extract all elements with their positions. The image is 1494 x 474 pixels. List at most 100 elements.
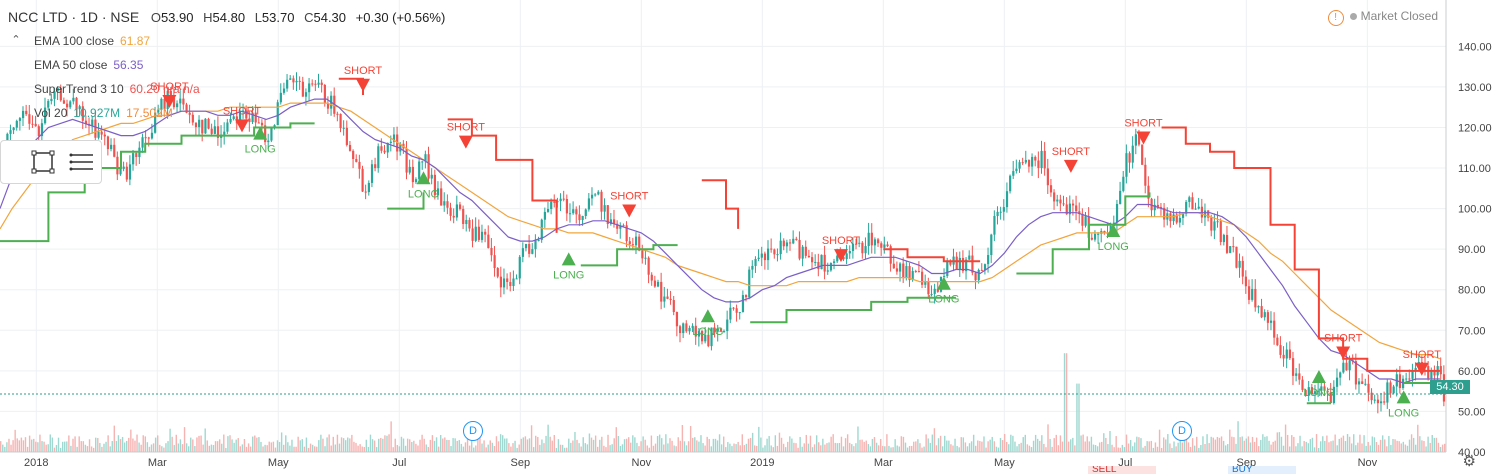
volume-bar (1198, 447, 1200, 452)
dividend-marker-icon[interactable]: D (1172, 421, 1192, 441)
volume-bar (723, 436, 725, 452)
candle-body (364, 191, 367, 193)
candle-body (1379, 401, 1383, 404)
volume-bar (592, 439, 595, 452)
buy-button[interactable]: BUY (1228, 466, 1296, 474)
candle-body (936, 288, 939, 292)
candle-body (72, 97, 75, 102)
candle-body (1128, 153, 1131, 163)
volume-bar (578, 443, 580, 452)
volume-bar (159, 444, 161, 452)
volume-bar (632, 435, 634, 452)
candle-body (69, 101, 72, 108)
volume-bar (39, 434, 41, 452)
candle-body (345, 127, 348, 145)
volume-bar (617, 436, 620, 452)
volume-bar (799, 436, 801, 452)
volume-bar (1039, 440, 1041, 452)
volume-bar (1119, 447, 1122, 452)
volume-bar (1158, 429, 1161, 452)
candle-body (169, 90, 172, 98)
volume-bar (1355, 445, 1357, 452)
volume-bar (210, 444, 213, 452)
candle-body (367, 182, 370, 193)
volume-bar (884, 446, 886, 452)
volume-bar (142, 435, 144, 452)
volume-bar (1016, 446, 1018, 452)
volume-bar (791, 438, 793, 452)
volume-bar (481, 443, 483, 452)
candle-body (540, 219, 543, 240)
volume-bar (409, 439, 411, 452)
warning-icon[interactable]: ! (1327, 10, 1344, 26)
candle-body (314, 83, 317, 85)
candle-body (1222, 234, 1226, 243)
volume-bar (787, 441, 789, 452)
candle-body (820, 254, 823, 270)
volume-bar (43, 441, 45, 452)
candle-body (1232, 246, 1235, 248)
volume-bar (1047, 424, 1049, 452)
volume-bar (1353, 434, 1355, 452)
candle-body (590, 194, 594, 199)
indicator-ema50[interactable]: EMA 50 close 56.35 (34, 58, 143, 72)
candle-body (311, 83, 314, 85)
candle-body (1021, 162, 1024, 164)
low-label: L (254, 10, 262, 25)
volume-bar (1350, 443, 1353, 452)
volume-bar (1187, 442, 1190, 452)
sell-button[interactable]: SELL (1088, 466, 1156, 474)
candle-body (760, 253, 763, 258)
candle-body (521, 248, 525, 257)
rectangle-tool-icon[interactable] (29, 149, 57, 175)
volume-bar (977, 440, 979, 452)
candle-body (1024, 160, 1027, 163)
volume-bar (214, 441, 217, 452)
volume-bar (526, 439, 529, 452)
volume-bar (625, 438, 628, 452)
volume-bar (1443, 443, 1446, 452)
volume-bar (1111, 444, 1113, 452)
volume-bar (388, 434, 390, 452)
volume-bar (45, 444, 47, 452)
volume-bar (611, 444, 613, 452)
volume-bar (136, 434, 138, 452)
indicator-volume[interactable]: Vol 20 10.927M 17.502M (34, 106, 173, 120)
volume-bar (1274, 440, 1276, 452)
candle-body (50, 98, 53, 102)
volume-bar (975, 445, 977, 452)
candle-body (125, 166, 128, 180)
volume-bar (1070, 439, 1072, 452)
volume-bar (427, 447, 430, 452)
candle-body (496, 268, 499, 277)
candle-body (53, 91, 56, 99)
volume-bar (1144, 445, 1146, 452)
symbol-title[interactable]: NCC LTD · 1D · NSE (8, 9, 140, 25)
volume-bar (163, 447, 165, 452)
candle-body (562, 198, 565, 200)
format-lines-icon[interactable] (67, 149, 95, 175)
volume-bar (121, 436, 124, 452)
settings-gear-icon[interactable]: ⚙ (1462, 453, 1476, 470)
candle-body (15, 120, 18, 128)
indicator-ema100[interactable]: EMA 100 close 61.87 (34, 34, 150, 48)
candle-body (389, 141, 392, 143)
candle-body (40, 123, 44, 137)
dividend-marker-icon[interactable]: D (463, 421, 483, 441)
candle-body (1075, 205, 1078, 212)
collapse-legend-icon[interactable]: ⌃ (11, 34, 21, 46)
volume-bar (128, 437, 130, 452)
volume-bar (671, 440, 673, 452)
candle-body (700, 331, 704, 342)
candle-body (603, 205, 606, 212)
candle-body (782, 240, 785, 247)
indicator-supertrend[interactable]: SuperTrend 3 10 60.20 n/a n/a (34, 82, 200, 96)
volume-bar (1330, 441, 1332, 452)
candle-body (298, 80, 301, 82)
volume-bar (539, 444, 541, 452)
volume-bar (20, 437, 23, 452)
candle-body (833, 261, 836, 264)
volume-bar (437, 446, 440, 452)
candle-body (1301, 379, 1304, 390)
